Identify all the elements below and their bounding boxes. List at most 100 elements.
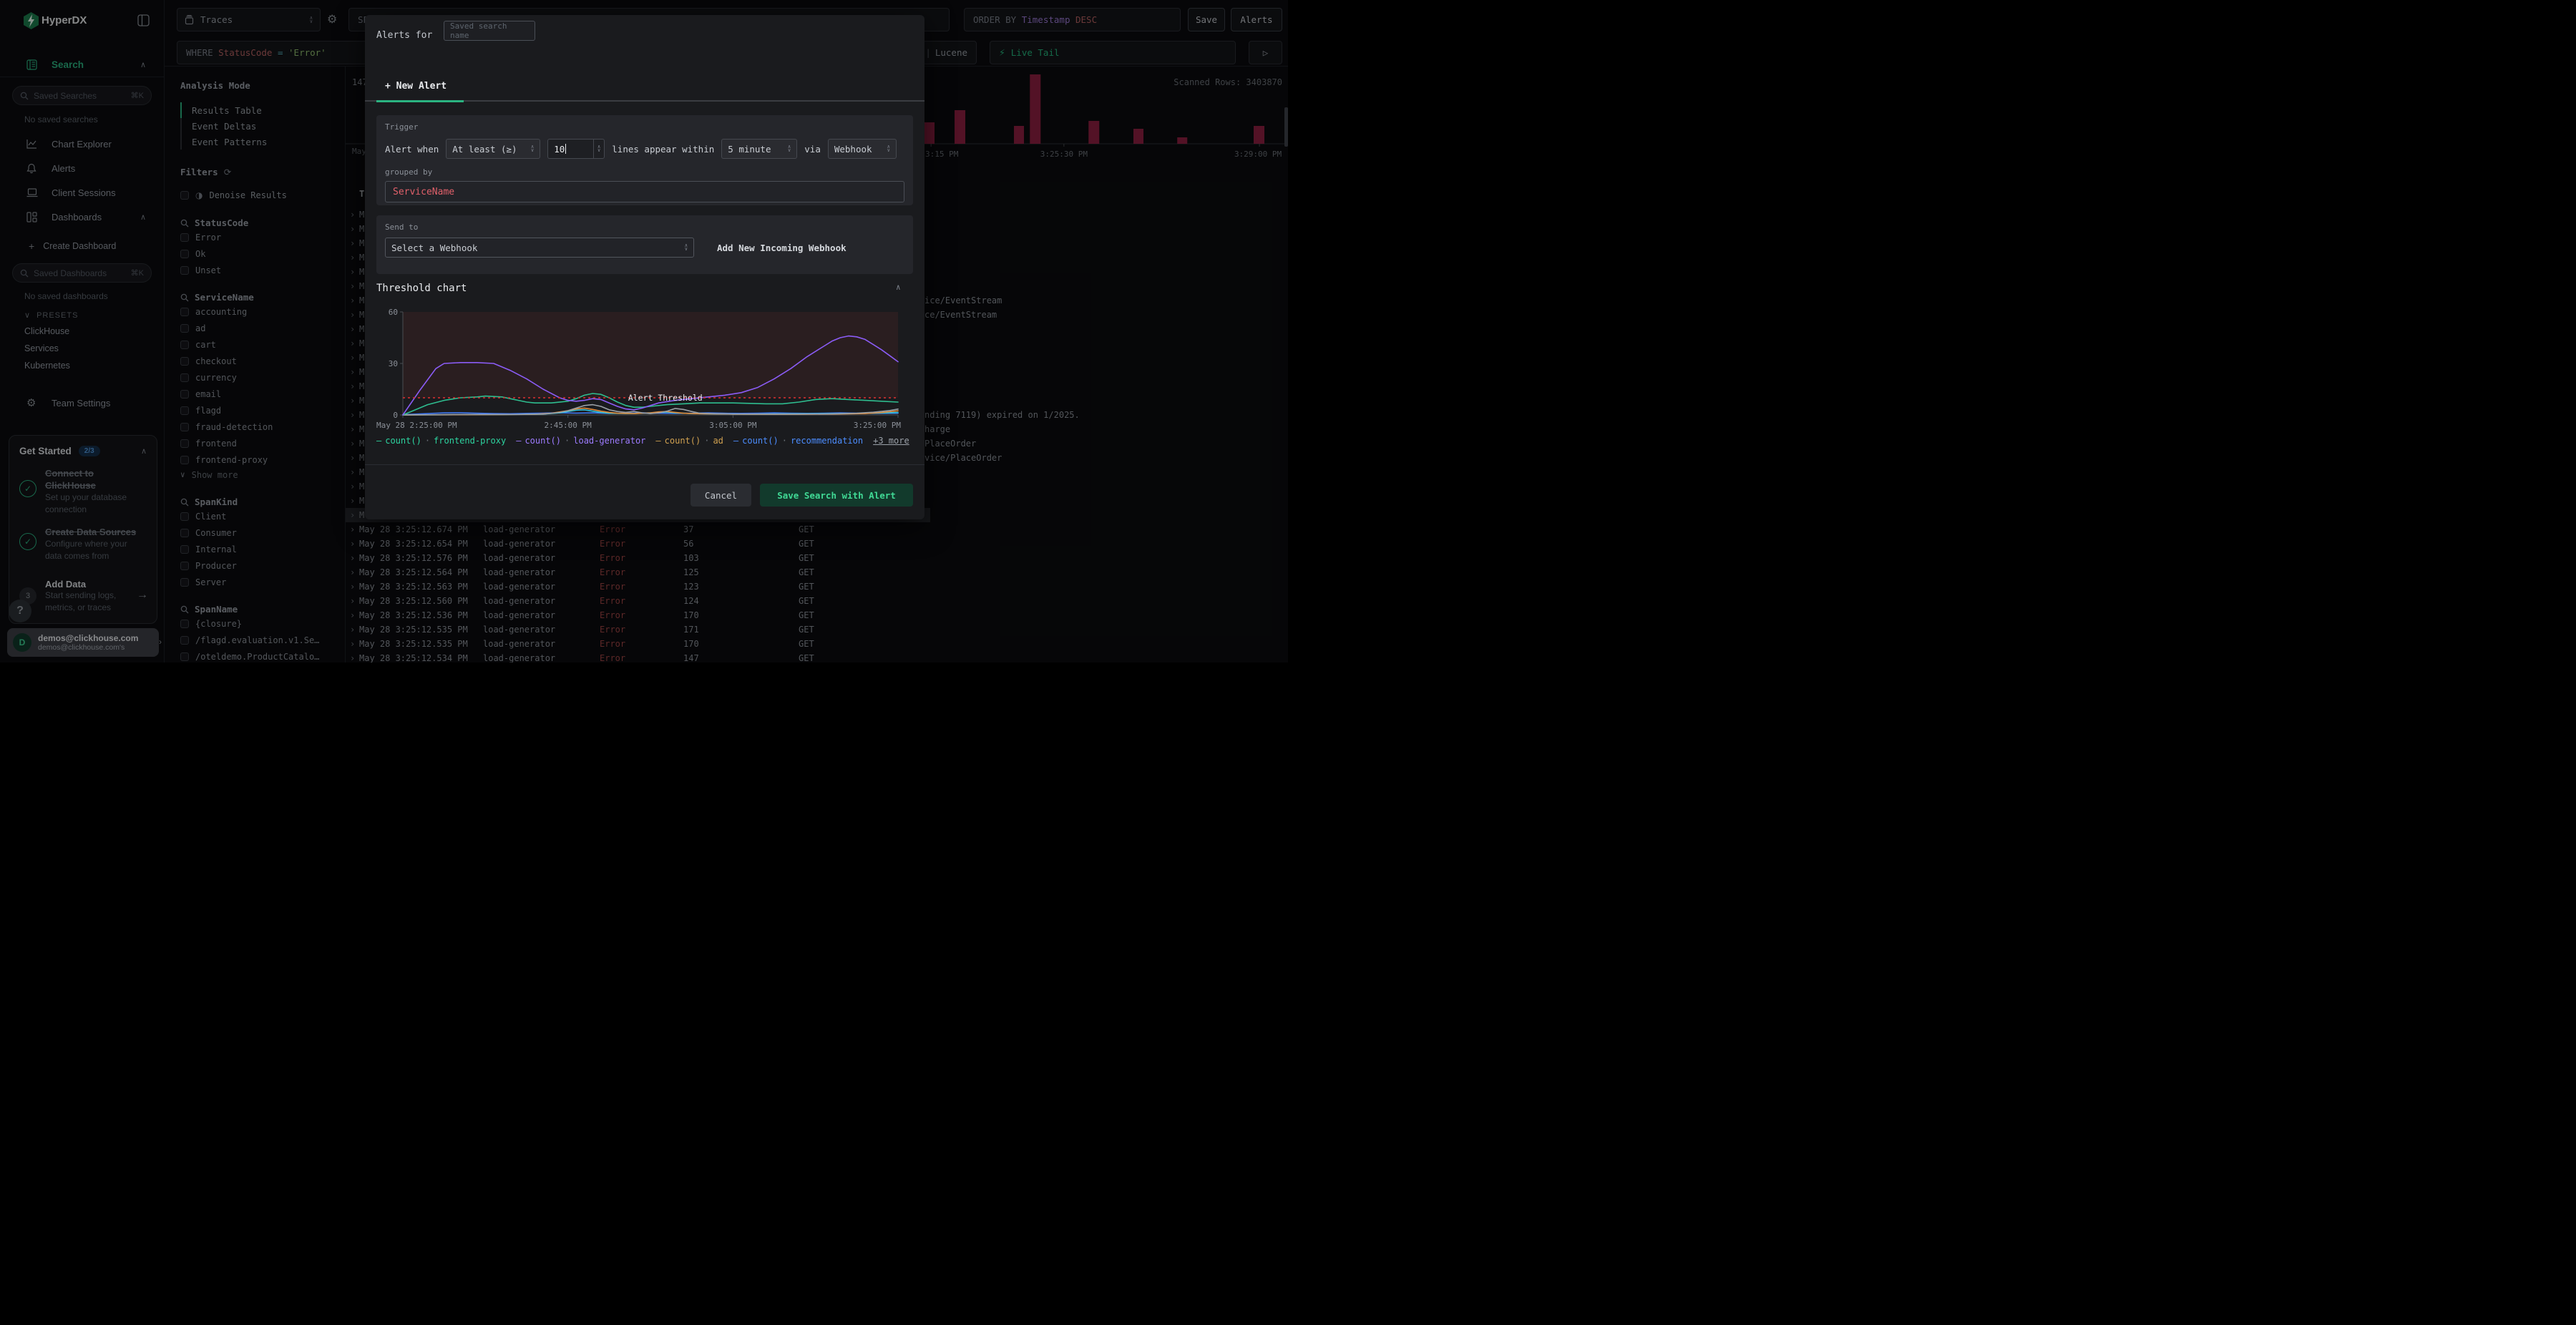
facet-option[interactable]: Consumer bbox=[180, 525, 345, 540]
checkbox[interactable] bbox=[180, 307, 189, 316]
expand-row-icon[interactable]: › bbox=[350, 338, 356, 348]
expand-row-icon[interactable]: › bbox=[350, 653, 356, 662]
facet-option[interactable]: Unset bbox=[180, 263, 345, 278]
facet-option[interactable]: Error bbox=[180, 230, 345, 245]
checkbox[interactable] bbox=[180, 635, 189, 645]
facet-option[interactable]: Internal bbox=[180, 542, 345, 557]
get-started-step-connect[interactable]: ✓ Connect to ClickHouse Set up your data… bbox=[19, 467, 148, 516]
table-row[interactable]: › M bbox=[350, 210, 365, 220]
sidebar-item-chart-explorer[interactable]: Chart Explorer bbox=[0, 135, 165, 152]
window-select[interactable]: 5 minute ∧ ∨ bbox=[721, 139, 798, 159]
facet-option[interactable]: /flagd.evaluation.v1.Se… bbox=[180, 632, 345, 647]
table-row[interactable]: › May 28 3:25:12.535 PM load-generator Erro… bbox=[346, 637, 1288, 651]
facet-option[interactable]: Server bbox=[180, 575, 345, 590]
expand-row-icon[interactable]: › bbox=[350, 453, 356, 463]
source-select[interactable]: Traces ∧ ∨ bbox=[177, 8, 321, 31]
cancel-button[interactable]: Cancel bbox=[691, 484, 751, 507]
expand-row-icon[interactable]: › bbox=[350, 467, 356, 477]
facet-option[interactable]: /oteldemo.ProductCatalo… bbox=[180, 649, 345, 662]
channel-select[interactable]: Webhook ∧ ∨ bbox=[827, 139, 897, 159]
analysis-mode-1[interactable]: Event Deltas bbox=[180, 118, 345, 134]
table-row[interactable]: › M bbox=[350, 367, 365, 377]
checkbox[interactable] bbox=[180, 652, 189, 661]
table-row[interactable]: › M bbox=[350, 481, 365, 492]
sidebar-item-preset-services[interactable]: Services bbox=[24, 343, 59, 353]
table-row[interactable]: › May 28 3:25:12.535 PM load-generator Erro… bbox=[346, 622, 1288, 637]
table-row[interactable]: › M bbox=[350, 424, 365, 434]
sidebar-item-preset-kubernetes[interactable]: Kubernetes bbox=[24, 361, 70, 371]
legend-more-button[interactable]: +3 more bbox=[873, 436, 909, 446]
sidebar-item-preset-clickhouse[interactable]: ClickHouse bbox=[24, 326, 70, 336]
saved-search-name-input[interactable]: Saved search name bbox=[444, 21, 535, 41]
checkbox[interactable] bbox=[180, 323, 189, 333]
table-row[interactable]: › May 28 3:25:12.534 PM load-generator Erro… bbox=[346, 651, 1288, 662]
checkbox[interactable] bbox=[180, 406, 189, 415]
checkbox[interactable] bbox=[180, 356, 189, 366]
checkbox[interactable] bbox=[180, 561, 189, 570]
facet-option[interactable]: fraud-detection bbox=[180, 419, 345, 434]
expand-row-icon[interactable]: › bbox=[350, 582, 356, 592]
table-row[interactable]: › May 28 3:25:12.674 PM load-generator Erro… bbox=[346, 522, 1288, 537]
table-row[interactable]: › M bbox=[350, 381, 365, 391]
scrollbar-thumb[interactable] bbox=[1284, 107, 1288, 147]
expand-row-icon[interactable]: › bbox=[350, 310, 356, 320]
table-row[interactable]: › May 28 3:25:12.576 PM load-generator Erro… bbox=[346, 551, 1288, 565]
expand-row-icon[interactable]: › bbox=[350, 596, 356, 606]
get-started-step-add-data[interactable]: 3 Add Data Start sending logs, metrics, … bbox=[19, 579, 148, 614]
expand-row-icon[interactable]: › bbox=[350, 224, 356, 234]
legend-item[interactable]: — count() · recommendation bbox=[733, 436, 864, 446]
table-row[interactable]: › M bbox=[350, 324, 365, 334]
expand-row-icon[interactable]: › bbox=[350, 281, 356, 291]
expand-row-icon[interactable]: › bbox=[350, 567, 356, 577]
facet-option[interactable]: currency bbox=[180, 370, 345, 385]
alerts-button[interactable]: Alerts bbox=[1231, 8, 1282, 31]
presets-toggle[interactable]: ∨ PRESETS bbox=[24, 311, 79, 320]
table-row[interactable]: › May 28 3:25:12.563 PM load-generator Erro… bbox=[346, 580, 1288, 594]
sidebar-item-dashboards[interactable]: Dashboards ∧ bbox=[0, 208, 165, 225]
grouped-by-input[interactable]: ServiceName bbox=[385, 181, 904, 202]
refresh-icon[interactable]: ⟳ bbox=[223, 167, 232, 177]
expand-row-icon[interactable]: › bbox=[350, 424, 356, 434]
table-row[interactable]: › May 28 3:25:12.536 PM load-generator Erro… bbox=[346, 608, 1288, 622]
tab-new-alert[interactable]: + New Alert bbox=[385, 81, 447, 92]
facet-option[interactable]: Producer bbox=[180, 558, 345, 573]
checkbox[interactable] bbox=[180, 389, 189, 399]
chevron-right-icon[interactable]: › bbox=[159, 637, 162, 647]
expand-row-icon[interactable]: › bbox=[350, 295, 356, 305]
expand-row-icon[interactable]: › bbox=[350, 381, 356, 391]
checkbox[interactable] bbox=[180, 233, 189, 242]
expand-row-icon[interactable]: › bbox=[350, 410, 356, 420]
expand-row-icon[interactable]: › bbox=[350, 324, 356, 334]
expand-row-icon[interactable]: › bbox=[350, 610, 356, 620]
checkbox[interactable] bbox=[180, 439, 189, 448]
expand-row-icon[interactable]: › bbox=[350, 553, 356, 563]
user-account-button[interactable]: D demos@clickhouse.com demos@clickhouse.… bbox=[7, 628, 159, 657]
expand-row-icon[interactable]: › bbox=[350, 253, 356, 263]
table-row[interactable]: › M bbox=[350, 310, 365, 320]
table-row[interactable]: › May 28 3:25:12.560 PM load-generator Erro… bbox=[346, 594, 1288, 608]
facet-option[interactable]: accounting bbox=[180, 304, 345, 319]
expand-row-icon[interactable]: › bbox=[350, 439, 356, 449]
table-row[interactable]: › May 28 3:25:12.654 PM load-generator Erro… bbox=[346, 537, 1288, 551]
table-row[interactable]: › M bbox=[350, 353, 365, 363]
table-row[interactable]: › M bbox=[350, 224, 365, 234]
expand-row-icon[interactable]: › bbox=[350, 625, 356, 635]
table-row[interactable]: › M bbox=[350, 396, 365, 406]
live-tail-button[interactable]: ⚡ Live Tail bbox=[990, 41, 1236, 64]
facet-option[interactable]: email bbox=[180, 386, 345, 401]
checkbox[interactable] bbox=[180, 422, 189, 431]
gear-icon[interactable]: ⚙ bbox=[327, 12, 338, 26]
number-stepper[interactable]: ∧ ∨ bbox=[593, 140, 604, 158]
expand-row-icon[interactable]: › bbox=[350, 210, 356, 220]
saved-searches-input[interactable]: Saved Searches ⌘K bbox=[12, 86, 152, 105]
save-search-with-alert-button[interactable]: Save Search with Alert bbox=[760, 484, 913, 507]
table-row[interactable]: › M bbox=[350, 439, 365, 449]
order-by-input[interactable]: ORDER BY Timestamp DESC bbox=[964, 8, 1181, 31]
save-button[interactable]: Save bbox=[1188, 8, 1225, 31]
panel-toggle-icon[interactable] bbox=[137, 14, 150, 29]
expand-row-icon[interactable]: › bbox=[350, 481, 356, 492]
table-row[interactable]: › M bbox=[350, 496, 365, 506]
sidebar-item-search[interactable]: Search ∧ bbox=[0, 56, 165, 73]
saved-dashboards-input[interactable]: Saved Dashboards ⌘K bbox=[12, 263, 152, 283]
legend-item[interactable]: — count() · frontend-proxy bbox=[376, 436, 507, 446]
